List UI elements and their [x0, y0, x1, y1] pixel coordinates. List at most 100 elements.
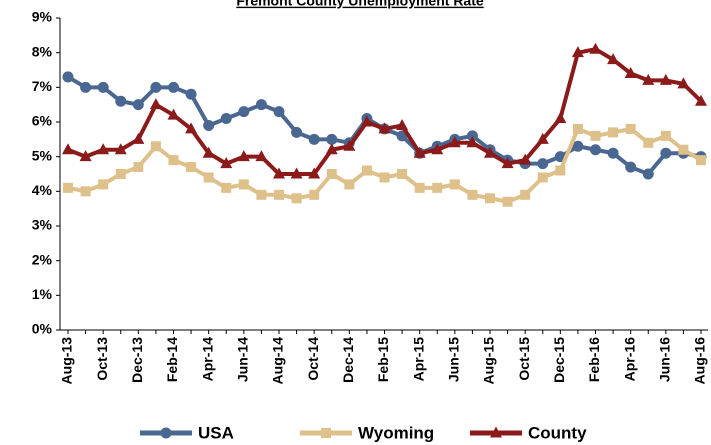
point: [290, 167, 303, 179]
point: [572, 140, 584, 152]
point: [133, 162, 144, 173]
point: [63, 182, 73, 193]
point: [150, 141, 161, 152]
point: [519, 153, 532, 165]
x-tick-label: Dec-14: [340, 337, 356, 383]
x-tick-label: Aug-16: [692, 337, 708, 385]
point: [168, 155, 179, 166]
point: [98, 179, 109, 190]
point: [237, 150, 250, 162]
x-tick-label: Feb-16: [586, 337, 602, 382]
x-tick-label: Apr-15: [410, 337, 426, 382]
point: [344, 179, 355, 190]
x-tick-label: Apr-14: [199, 337, 215, 382]
legend-label: Wyoming: [358, 423, 434, 442]
point: [396, 118, 409, 130]
point: [97, 81, 109, 93]
point: [220, 113, 232, 125]
point: [80, 81, 92, 93]
legend-marker: [490, 426, 502, 438]
point: [678, 144, 689, 155]
point: [432, 182, 443, 193]
point: [413, 146, 426, 158]
y-tick-label: 4%: [32, 182, 53, 198]
point: [185, 88, 197, 100]
point: [590, 144, 601, 156]
point: [97, 143, 110, 155]
point: [80, 186, 91, 197]
point: [608, 127, 619, 138]
point: [642, 73, 655, 85]
x-tick-label: Aug-14: [270, 337, 286, 385]
point: [220, 157, 233, 169]
point: [502, 196, 513, 207]
point: [238, 106, 250, 118]
point: [150, 81, 162, 93]
point: [485, 193, 495, 204]
point: [221, 182, 232, 193]
point: [537, 172, 548, 183]
point: [572, 123, 583, 134]
y-tick-label: 8%: [32, 43, 53, 59]
y-tick-label: 6%: [32, 113, 53, 129]
point: [625, 123, 636, 134]
point: [361, 165, 372, 176]
point: [467, 189, 478, 200]
point: [115, 169, 126, 179]
point: [114, 143, 127, 155]
point: [325, 143, 338, 155]
point: [256, 189, 267, 200]
y-tick-label: 3%: [32, 217, 53, 233]
y-tick-label: 9%: [32, 9, 53, 25]
point: [308, 167, 321, 179]
point: [449, 179, 460, 190]
point: [62, 71, 74, 83]
y-tick-label: 7%: [32, 78, 53, 94]
point: [378, 122, 391, 134]
point: [520, 189, 531, 200]
point: [62, 143, 74, 155]
point: [343, 139, 356, 151]
y-tick-label: 0%: [32, 321, 53, 337]
x-tick-label: Jun-15: [446, 337, 462, 382]
point: [642, 168, 654, 180]
point: [695, 94, 707, 106]
point: [149, 98, 162, 110]
x-tick-label: Jun-14: [235, 337, 251, 382]
x-tick-label: Oct-15: [516, 337, 532, 381]
point: [537, 158, 549, 170]
point: [501, 157, 514, 169]
point: [555, 165, 566, 176]
point: [132, 99, 144, 111]
x-tick-label: Feb-15: [375, 337, 391, 382]
point: [238, 179, 249, 190]
point: [203, 172, 214, 183]
series-line: [67, 126, 703, 204]
point: [589, 42, 602, 54]
x-tick-label: Dec-15: [551, 337, 567, 383]
point: [625, 161, 637, 173]
point: [677, 77, 690, 89]
x-tick-label: Oct-14: [305, 337, 321, 381]
point: [167, 108, 180, 120]
point: [571, 46, 584, 58]
y-tick-label: 2%: [32, 251, 53, 267]
point: [79, 150, 92, 162]
x-tick-label: Apr-16: [621, 337, 637, 382]
point: [607, 53, 620, 65]
x-tick-label: Jun-16: [657, 337, 673, 382]
x-tick-label: Dec-13: [129, 337, 145, 383]
chart-title: Fremont County Unemployment Rate: [236, 0, 484, 9]
series-line: [67, 47, 703, 176]
y-tick-label: 1%: [32, 286, 53, 302]
point: [309, 189, 320, 200]
point: [696, 155, 706, 166]
point: [590, 130, 601, 141]
x-tick-label: Oct-13: [94, 337, 110, 381]
point: [185, 122, 198, 134]
legend-label: County: [528, 423, 587, 442]
point: [203, 119, 215, 131]
point: [273, 167, 285, 179]
x-tick-label: Aug-15: [481, 337, 497, 385]
